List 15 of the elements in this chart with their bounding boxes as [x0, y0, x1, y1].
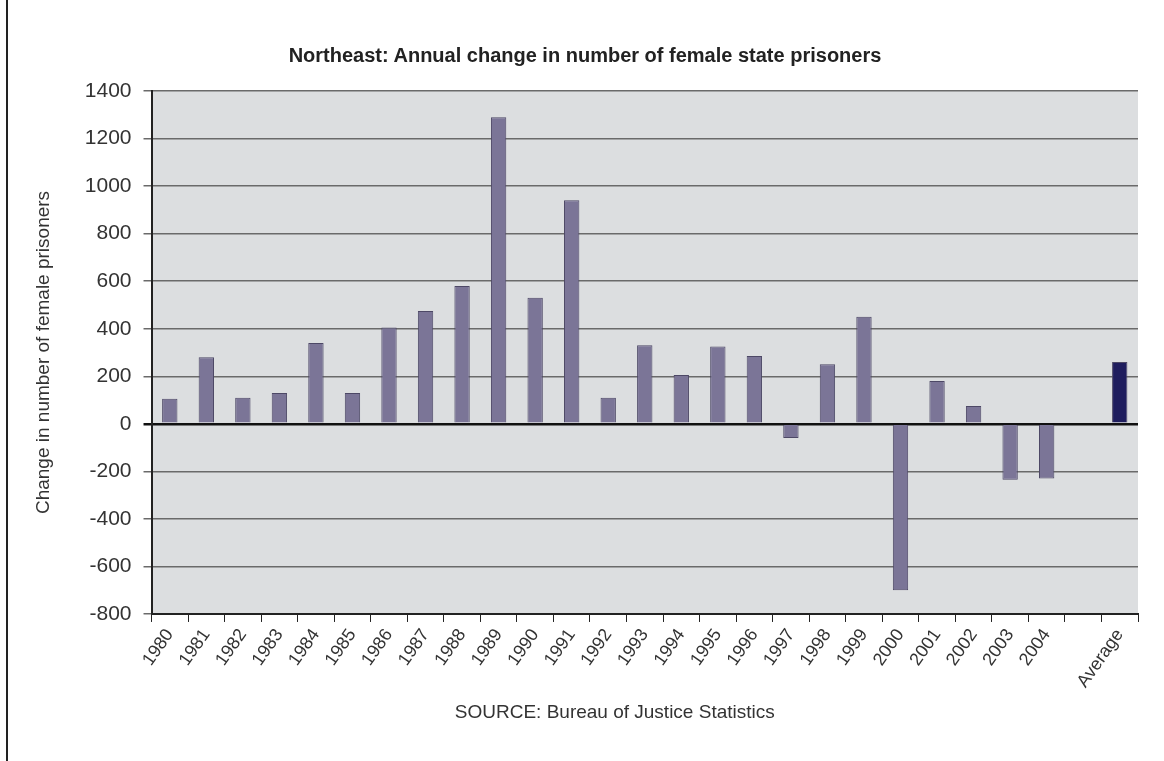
y-tick-label: 1400: [84, 77, 132, 101]
y-tick-label: 800: [96, 220, 132, 244]
y-tick-label: 1200: [84, 125, 132, 149]
y-tick-label: -200: [89, 458, 132, 482]
y-tick-label: 200: [96, 363, 132, 387]
y-axis-title: Change in number of female prisoners: [31, 190, 53, 515]
y-tick-label: 400: [96, 315, 132, 339]
y-tick-label: 1000: [84, 172, 132, 196]
y-tick-label: -400: [89, 505, 132, 529]
y-tick-label: 600: [96, 267, 132, 291]
source-note: SOURCE: Bureau of Justice Statistics: [454, 701, 775, 723]
chart-title: Northeast: Annual change in number of female state prisoners: [288, 43, 882, 66]
y-tick-label: 0: [119, 410, 132, 434]
y-tick-label: -600: [89, 553, 132, 577]
y-tick-label: -800: [89, 600, 132, 624]
